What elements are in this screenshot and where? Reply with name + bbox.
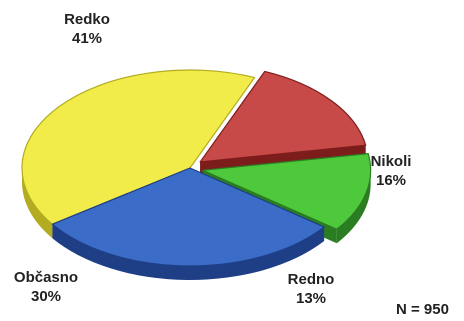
pie-slice-nikoli bbox=[199, 70, 367, 163]
label-redno: Redno 13% bbox=[276, 270, 346, 308]
label-redno-value: 13% bbox=[295, 290, 327, 307]
pie-slice-redno bbox=[202, 153, 372, 230]
label-redno-name: Redno bbox=[287, 271, 335, 288]
label-redko: Redko 41% bbox=[44, 10, 130, 48]
label-nikoli-value: 16% bbox=[375, 172, 407, 189]
pie-side-obcasno bbox=[52, 224, 325, 280]
label-nikoli-name: Nikoli bbox=[370, 153, 412, 170]
pie-slice-obcasno bbox=[51, 167, 325, 267]
label-obcasno-name: Občasno bbox=[13, 269, 79, 286]
label-redko-name: Redko bbox=[64, 11, 110, 28]
sample-size-note: N = 950 bbox=[396, 301, 449, 318]
label-obcasno: Občasno 30% bbox=[4, 268, 88, 306]
pie-slice-redko bbox=[21, 69, 256, 225]
pie-side-redno bbox=[336, 170, 371, 244]
label-redko-value: 41% bbox=[71, 30, 103, 47]
pie-side-redko bbox=[22, 168, 53, 239]
label-obcasno-value: 30% bbox=[30, 288, 62, 305]
label-nikoli: Nikoli 16% bbox=[356, 152, 426, 190]
